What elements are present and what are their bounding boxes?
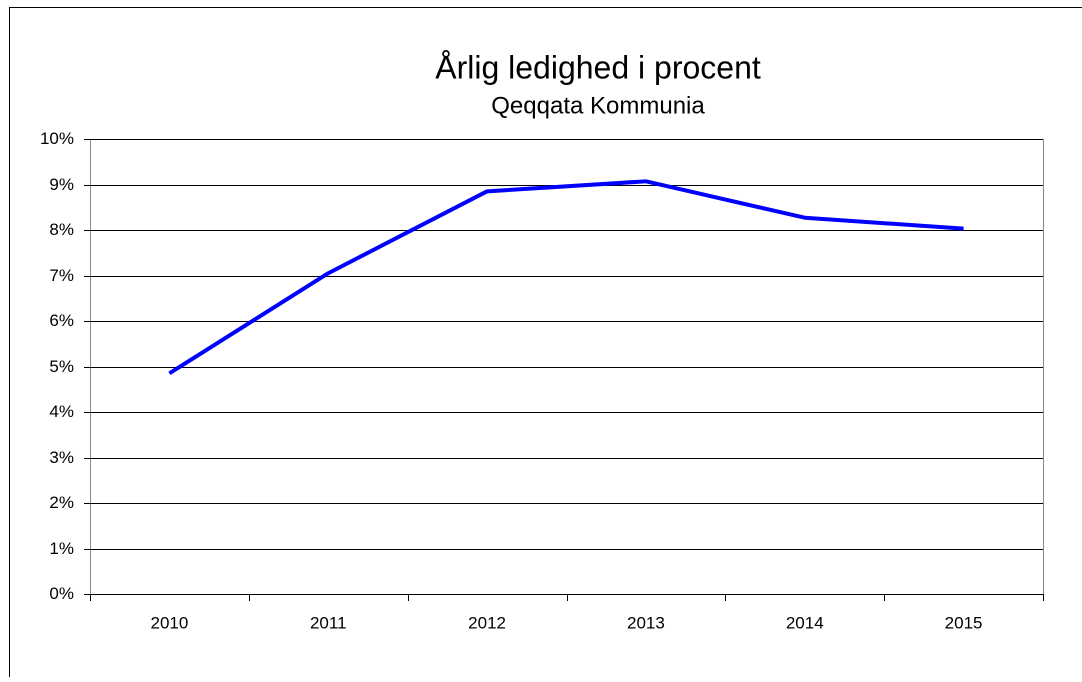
y-tick-label: 10% — [40, 129, 74, 148]
x-tick-label: 2015 — [945, 613, 983, 632]
chart-subtitle: Qeqqata Kommunia — [491, 92, 705, 119]
y-tick-label: 7% — [49, 266, 74, 285]
x-tick-label: 2014 — [786, 613, 824, 632]
y-tick-label: 5% — [49, 357, 74, 376]
x-tick-label: 2011 — [310, 613, 347, 632]
x-tick-label: 2012 — [468, 613, 506, 632]
y-tick-label: 9% — [49, 175, 74, 194]
y-tick-label: 2% — [49, 493, 74, 512]
y-tick-label: 4% — [49, 402, 74, 421]
chart-title: Årlig ledighed i procent — [435, 49, 761, 85]
y-tick-label: 6% — [49, 311, 74, 330]
y-tick-label: 3% — [49, 448, 74, 467]
y-tick-label: 0% — [49, 584, 74, 603]
y-tick-label: 1% — [49, 539, 74, 558]
y-tick-label: 8% — [49, 220, 74, 239]
x-tick-label: 2013 — [627, 613, 665, 632]
x-tick-label: 2010 — [151, 613, 189, 632]
